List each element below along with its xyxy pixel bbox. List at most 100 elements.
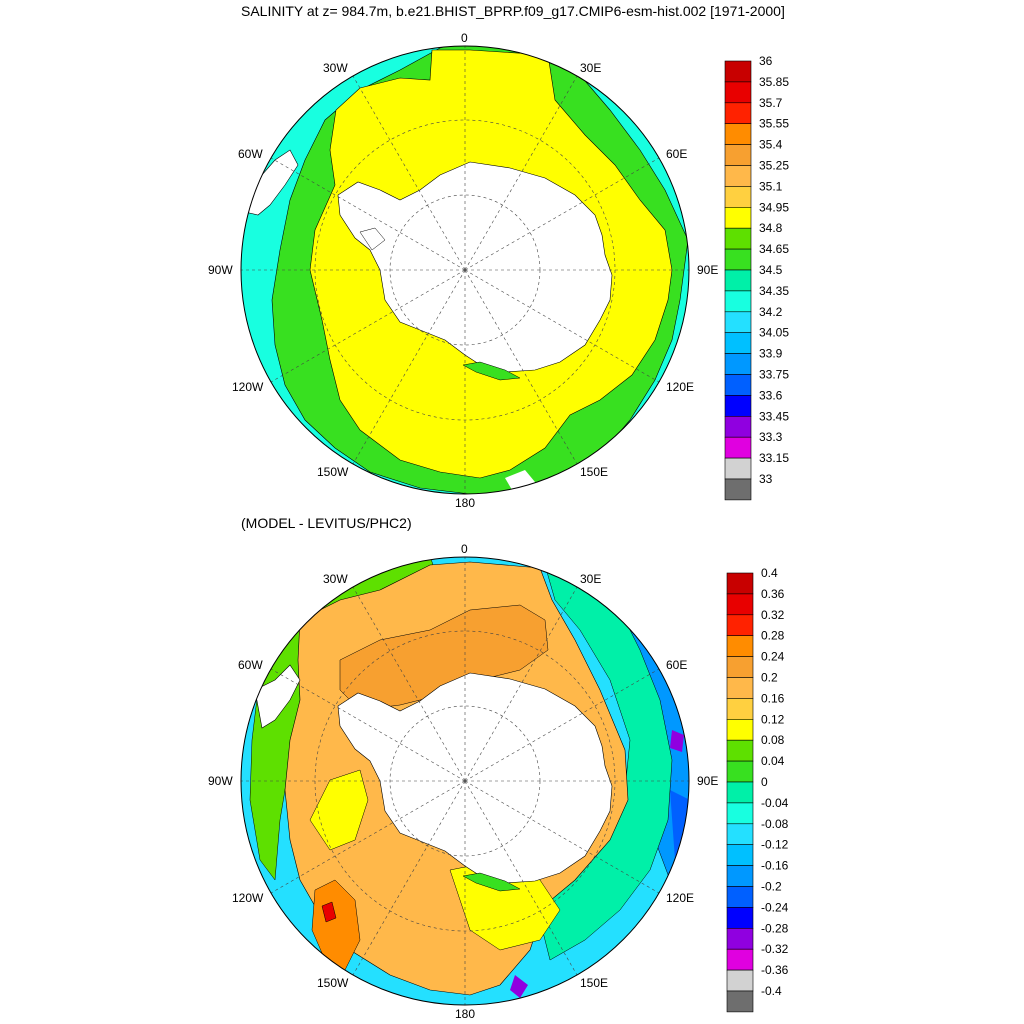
difference-title: (MODEL - LEVITUS/PHC2) — [241, 515, 412, 531]
difference-colorbar-swatch — [726, 698, 754, 720]
salinity-colorbar-swatch — [724, 248, 752, 271]
salinity-colorbar-label: 35.7 — [759, 96, 783, 110]
top-lon-label-60e: 60E — [666, 147, 688, 161]
difference-colorbar-label: 0.08 — [761, 733, 785, 747]
salinity-colorbar-label: 34.2 — [759, 305, 783, 319]
salinity-colorbar-swatch — [724, 144, 752, 166]
salinity-colorbar-swatch — [724, 436, 752, 459]
salinity-colorbar-label: 33 — [759, 472, 773, 486]
salinity-colorbar-label: 35.1 — [759, 179, 783, 193]
difference-colorbar-swatch — [726, 614, 754, 636]
difference-colorbar-label: 0.12 — [761, 712, 785, 726]
salinity-colorbar-swatch — [724, 478, 752, 501]
salinity-colorbar-label: 34.05 — [759, 326, 789, 340]
south-america-land — [241, 149, 299, 216]
difference-colorbar-swatch — [726, 802, 754, 825]
salinity-colorbar-swatch — [724, 290, 752, 313]
difference-colorbar-swatch — [726, 865, 754, 887]
difference-colorbar-label: -0.32 — [761, 942, 789, 956]
difference-colorbar-label: 0.4 — [761, 566, 778, 580]
salinity-colorbar-swatch — [724, 457, 752, 480]
salinity-colorbar-label: 34.65 — [759, 242, 789, 256]
diff-teal-east — [539, 564, 673, 961]
bottom-graticule — [241, 557, 689, 1005]
top-lon-label-120w: 120W — [232, 380, 264, 394]
difference-colorbar-label: 0.36 — [761, 587, 785, 601]
difference-colorbar-label: -0.08 — [761, 817, 789, 831]
difference-colorbar-swatch — [726, 781, 754, 804]
difference-colorbar-label: 0.16 — [761, 691, 785, 705]
salinity-colorbar-swatch — [724, 207, 752, 229]
difference-colorbar-swatch — [726, 677, 754, 699]
difference-colorbar-label: 0 — [761, 775, 768, 789]
difference-colorbar-label: -0.04 — [761, 796, 789, 810]
main-title: SALINITY at z= 984.7m, b.e21.BHIST_BPRP.… — [241, 3, 785, 19]
difference-map — [240, 556, 690, 1006]
difference-colorbar-label: -0.16 — [761, 859, 789, 873]
difference-colorbar-swatch — [726, 886, 754, 908]
salinity-colorbar-swatch — [724, 81, 752, 104]
salinity-colorbar-swatch — [724, 353, 752, 375]
difference-colorbar-label: 0.24 — [761, 650, 785, 664]
bottom-lon-label-120e: 120E — [666, 891, 695, 905]
bottom-map-border — [240, 556, 690, 1006]
difference-colorbar-label: 0.32 — [761, 608, 785, 622]
difference-colorbar-label: -0.2 — [761, 880, 782, 894]
difference-colorbar-label: -0.24 — [761, 900, 789, 914]
difference-colorbar-swatch — [726, 969, 754, 992]
ice-shelf-hint — [359, 227, 386, 251]
salinity-colorbar-swatch — [724, 60, 752, 83]
top-lon-label-90w: 90W — [208, 263, 233, 277]
ross-sea-green — [462, 361, 521, 381]
diff-south-america-land — [254, 664, 301, 729]
difference-colorbar-swatch — [726, 760, 754, 783]
difference-colorbar-swatch — [726, 739, 754, 762]
difference-colorbar-swatch — [726, 927, 754, 950]
salinity-map — [240, 45, 690, 495]
difference-colorbar-swatch — [726, 572, 754, 595]
bottom-lon-label-180: 180 — [455, 1007, 476, 1021]
salinity-colorbar-swatch — [724, 102, 752, 125]
difference-colorbar-swatch — [726, 823, 754, 845]
top-lon-label-90e: 90E — [697, 263, 719, 277]
salinity-colorbar: 36 35.85 35.7 35.55 35.4 35.25 35.1 34.95 34.8 34… — [724, 54, 789, 501]
salinity-colorbar-label: 36 — [759, 54, 773, 68]
difference-colorbar-swatch — [726, 990, 754, 1013]
difference-colorbar-label: -0.28 — [761, 921, 789, 935]
bottom-lon-label-150w: 150W — [317, 976, 349, 990]
bottom-lon-label-60w: 60W — [238, 658, 263, 672]
salinity-colorbar-label: 35.25 — [759, 159, 789, 173]
top-lon-label-60w: 60W — [238, 147, 263, 161]
bottom-lon-label-30e: 30E — [580, 572, 602, 586]
difference-colorbar-swatch — [726, 656, 754, 678]
top-graticule — [241, 46, 689, 494]
salinity-colorbar-swatch — [724, 165, 752, 187]
top-lon-label-180: 180 — [455, 496, 476, 510]
salinity-colorbar-swatch — [724, 374, 752, 396]
top-lon-label-120e: 120E — [666, 380, 695, 394]
bottom-lon-label-90e: 90E — [697, 774, 719, 788]
difference-colorbar-label: -0.36 — [761, 963, 789, 977]
top-lon-label-0: 0 — [461, 31, 468, 45]
difference-colorbar: 0.4 0.36 0.32 0.28 0.24 0.2 0.16 0.12 0.08 0.04 0 -… — [726, 566, 789, 1013]
salinity-colorbar-label: 34.35 — [759, 284, 789, 298]
difference-colorbar-swatch — [726, 635, 754, 657]
difference-colorbar-swatch — [726, 948, 754, 971]
diff-purple-east — [670, 730, 684, 752]
salinity-colorbar-swatch — [724, 311, 752, 333]
salinity-colorbar-label: 34.95 — [759, 200, 789, 214]
salinity-colorbar-label: 33.15 — [759, 451, 789, 465]
difference-colorbar-swatch — [726, 718, 754, 741]
top-lon-label-30e: 30E — [580, 61, 602, 75]
bottom-lon-label-120w: 120W — [232, 891, 264, 905]
difference-colorbar-swatch — [726, 907, 754, 929]
top-lon-label-30w: 30W — [323, 61, 348, 75]
bottom-lon-label-30w: 30W — [323, 572, 348, 586]
top-lon-label-150e: 150E — [580, 465, 609, 479]
bottom-lon-label-0: 0 — [461, 542, 468, 556]
difference-colorbar-label: -0.4 — [761, 984, 782, 998]
salinity-colorbar-label: 33.3 — [759, 430, 783, 444]
salinity-colorbar-swatch — [724, 227, 752, 250]
salinity-colorbar-label: 34.5 — [759, 263, 783, 277]
